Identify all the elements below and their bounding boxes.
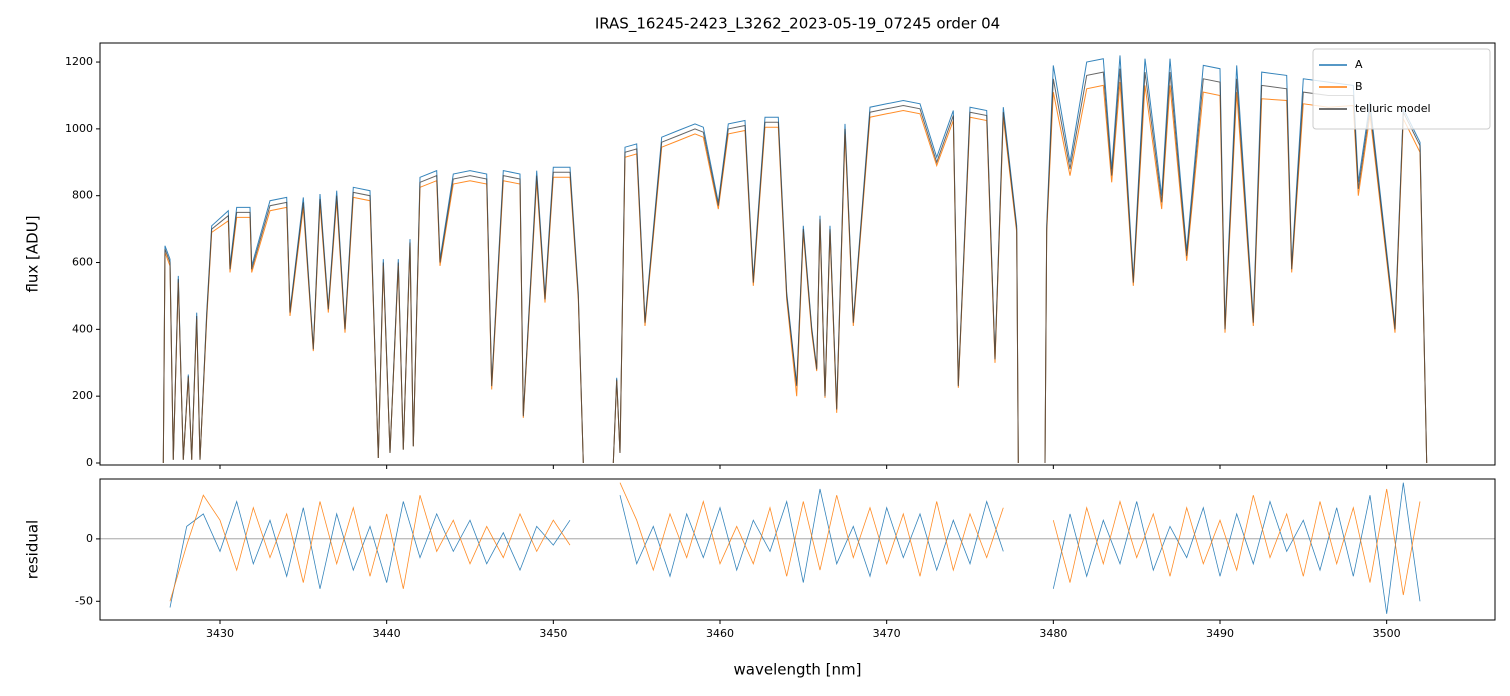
y-tick-label: 0 <box>86 456 93 469</box>
y-tick-label: 0 <box>86 532 93 545</box>
x-tick-label: 3440 <box>373 627 401 640</box>
y-axis-label: flux [ADU] <box>24 215 42 292</box>
chart-title: IRAS_16245-2423_L3262_2023-05-19_07245 o… <box>595 15 1000 34</box>
axes-frame <box>99 478 1496 621</box>
plot-area <box>169 482 1421 614</box>
series-line <box>169 482 1421 602</box>
x-axis-label: wavelength [nm] <box>734 661 862 679</box>
y-tick-label: 1200 <box>65 55 93 68</box>
plot-area <box>162 55 1428 464</box>
x-tick-label: 3500 <box>1373 627 1401 640</box>
x-tick-label: 3490 <box>1206 627 1234 640</box>
x-tick-label: 3470 <box>873 627 901 640</box>
y-tick-label: 200 <box>72 389 93 402</box>
x-tick-label: 3460 <box>706 627 734 640</box>
axes-frame <box>99 42 1496 466</box>
x-tick-label: 3480 <box>1039 627 1067 640</box>
y-tick-label: 800 <box>72 189 93 202</box>
legend-label: telluric model <box>1355 102 1431 115</box>
y-tick-label: 600 <box>72 256 93 269</box>
y-tick-label: 1000 <box>65 122 93 135</box>
x-tick-label: 3430 <box>206 627 234 640</box>
legend-box <box>1312 48 1491 130</box>
x-tick-label: 3450 <box>539 627 567 640</box>
series-line <box>162 68 1428 464</box>
y-tick-label: 400 <box>72 322 93 335</box>
y-axis-label: residual <box>24 520 42 579</box>
legend-label: B <box>1355 80 1363 93</box>
legend-label: A <box>1355 58 1363 71</box>
y-tick-label: -50 <box>75 594 93 607</box>
